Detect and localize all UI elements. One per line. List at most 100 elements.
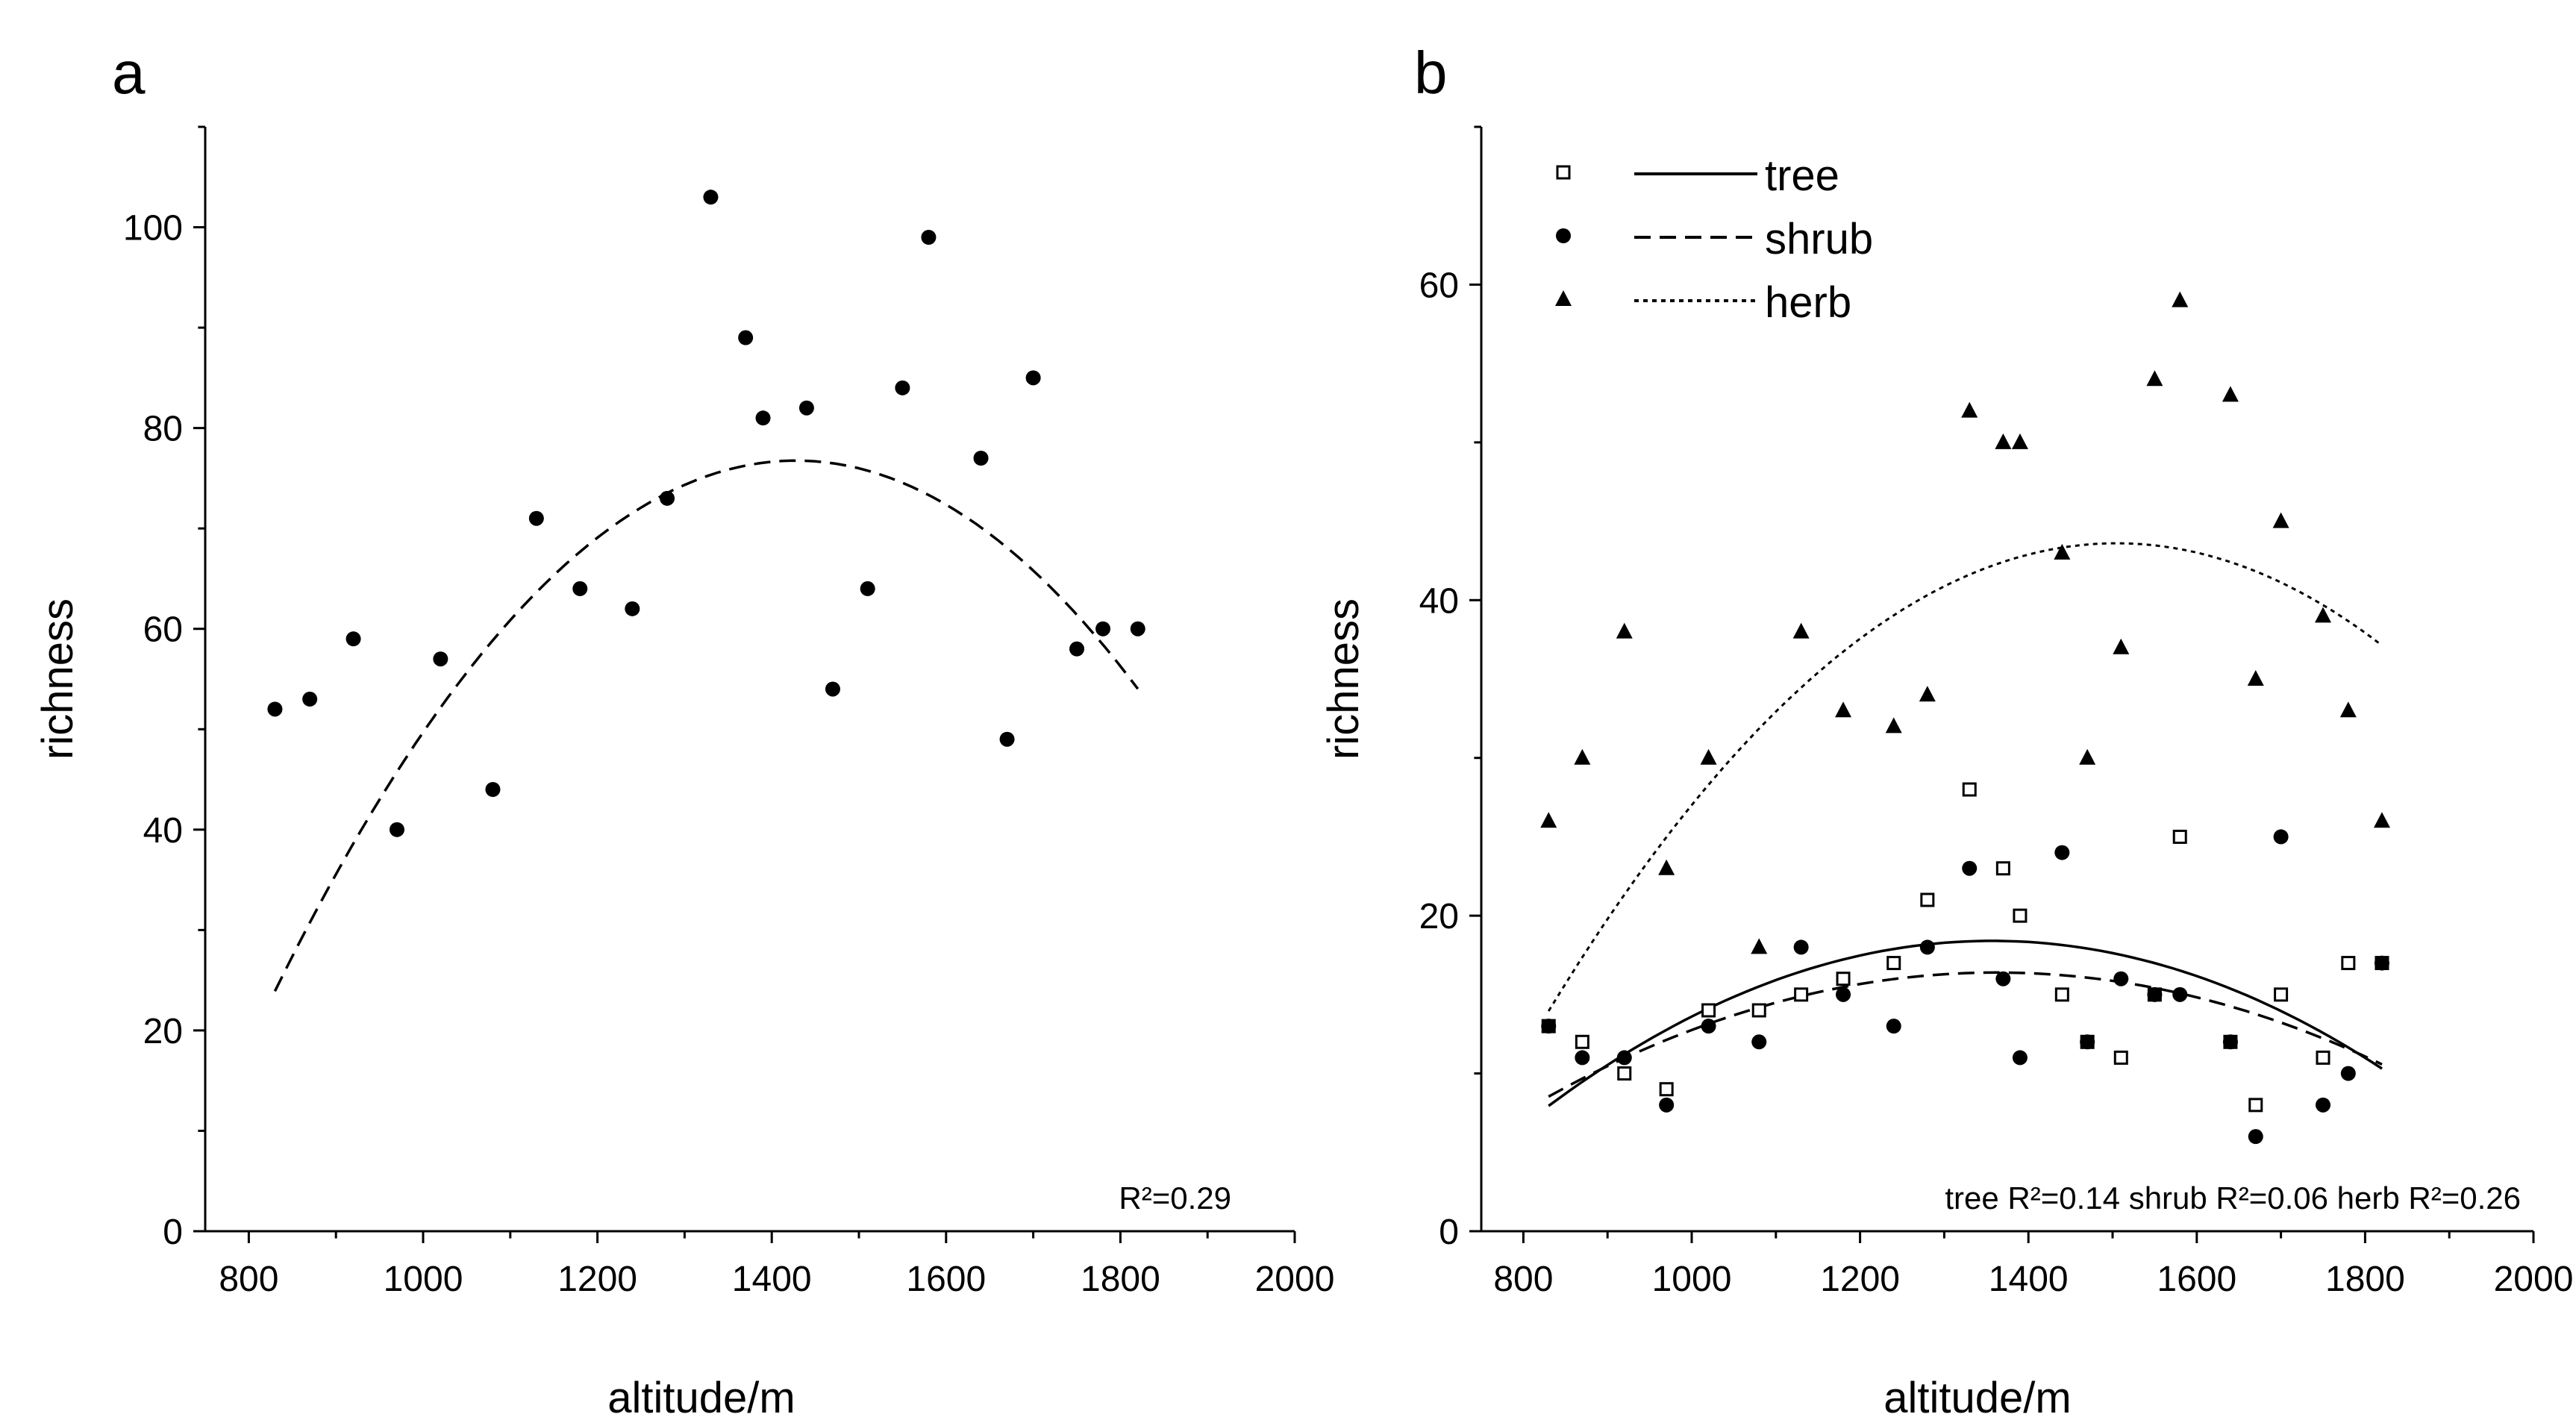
- panel-a-y-tick-label: 20: [143, 1012, 183, 1051]
- panel-b-point-shrub: [2147, 986, 2163, 1002]
- panel-a-point-richness: [825, 681, 840, 697]
- panel-a-point-richness: [528, 510, 544, 526]
- panel-b-point-tree: [2316, 1050, 2330, 1065]
- panel-b-x-tick-label: 1600: [2157, 1260, 2236, 1299]
- panel-b-point-herb: [1574, 748, 1591, 765]
- panel-a-x-tick-label: 2000: [1255, 1260, 1335, 1299]
- panel-a-point-richness: [755, 410, 771, 426]
- panel-b-point-shrub: [1919, 939, 1935, 955]
- panel-b-point-shrub: [2080, 1034, 2095, 1050]
- panel-a-point-richness: [1130, 621, 1145, 637]
- panel-b-point-herb: [2079, 748, 2096, 765]
- panel-a-point-richness: [572, 581, 588, 596]
- panel-b-point-tree: [1962, 782, 1977, 797]
- panel-a-point-richness: [738, 330, 754, 345]
- panel-a-x-axis-title: altitude/m: [607, 1374, 795, 1420]
- panel-b-point-tree: [2054, 987, 2069, 1002]
- panel-b-point-herb: [2011, 433, 2028, 449]
- panel-a-y-tick-label: 60: [143, 610, 183, 650]
- panel-b-point-shrub: [2222, 1034, 2238, 1050]
- panel-b-point-shrub: [2113, 971, 2129, 986]
- panel-a-point-richness: [973, 451, 989, 466]
- panel-a-point-richness: [1069, 641, 1084, 657]
- panel-a-r2-annotation: R²=0.29: [1119, 1180, 1231, 1216]
- panel-b-point-herb: [2247, 670, 2264, 686]
- panel-a-y-axis-title: richness: [34, 598, 82, 760]
- panel-a-point-richness: [625, 601, 640, 616]
- panel-b-point-shrub: [2012, 1050, 2028, 1066]
- panel-b-x-tick-label: 2000: [2494, 1260, 2574, 1299]
- panel-b-point-tree: [2013, 908, 2028, 923]
- panel-b-point-herb: [2172, 291, 2189, 307]
- panel-b-point-tree: [1575, 1034, 1589, 1049]
- panel-b-point-herb: [1540, 812, 1557, 828]
- panel-a-y-tick-label: 100: [123, 209, 183, 248]
- panel-b-x-axis-title: altitude/m: [1883, 1374, 2071, 1420]
- panel-b-fit-curve-herb: [1547, 542, 2383, 1012]
- panel-a-point-richness: [703, 190, 719, 205]
- panel-a-point-richness: [267, 701, 283, 717]
- legend-label-shrub: shrub: [1765, 215, 1873, 263]
- panel-b-point-shrub: [1962, 860, 1978, 876]
- panel-b-point-herb: [1835, 701, 1852, 718]
- panel-a-label: a: [112, 40, 146, 106]
- panel-b-point-tree: [2172, 829, 2187, 844]
- panel-b-point-tree: [1794, 987, 1809, 1002]
- panel-b-x-tick-label: 1200: [1820, 1260, 1900, 1299]
- panel-b-point-herb: [1700, 748, 1717, 765]
- panel-a-point-richness: [1095, 621, 1111, 637]
- panel-a-x-tick-label: 1800: [1081, 1260, 1160, 1299]
- panel-a-point-richness: [798, 400, 814, 416]
- panel-b-point-shrub: [1836, 986, 1851, 1002]
- panel-b-point-herb: [2272, 512, 2289, 528]
- panel-a-point-richness: [433, 651, 448, 667]
- panel-b-point-tree: [1995, 861, 2010, 876]
- legend-marker-shrub: [1556, 228, 1571, 243]
- panel-a-x-tick-label: 1000: [384, 1260, 463, 1299]
- panel-b-point-herb: [1919, 686, 1936, 702]
- panel-b-y-tick-label: 60: [1419, 266, 1459, 305]
- panel-b-point-shrub: [2172, 986, 2188, 1002]
- panel-a-point-richness: [660, 490, 675, 506]
- panel-a-point-richness: [895, 380, 910, 395]
- panel-a-fit-curve-fit: [273, 459, 1139, 992]
- legend-label-tree: tree: [1765, 151, 1839, 200]
- panel-b-point-shrub: [1886, 1019, 1901, 1034]
- panel-b-y-axis-title: richness: [1319, 598, 1368, 760]
- panel-b-point-tree: [2274, 987, 2289, 1002]
- panel-a-point-richness: [389, 822, 404, 837]
- panel-b-point-shrub: [1616, 1050, 1632, 1066]
- panel-a-y-tick-label: 80: [143, 410, 183, 449]
- panel-b-y-tick-label: 0: [1439, 1213, 1459, 1252]
- panel-a-point-richness: [485, 782, 501, 797]
- panel-b-point-tree: [1920, 892, 1935, 907]
- panel-b-point-tree: [1617, 1066, 1632, 1081]
- panel-b-point-shrub: [2340, 1066, 2356, 1081]
- panel-b-fit-curve-tree: [1548, 939, 2383, 1107]
- panel-b-point-herb: [2373, 812, 2390, 828]
- panel-b-r2-annotation: tree R²=0.14 shrub R²=0.06 herb R²=0.26: [1945, 1180, 2521, 1216]
- panel-b-point-herb: [2315, 607, 2331, 623]
- panel-a-point-richness: [302, 691, 318, 707]
- panel-b-point-shrub: [1541, 1019, 1557, 1034]
- panel-b-point-shrub: [1793, 939, 1809, 955]
- legend-label-herb: herb: [1765, 278, 1851, 327]
- panel-b-point-herb: [2146, 370, 2163, 387]
- panel-b-y-tick-label: 20: [1419, 897, 1459, 936]
- panel-b-y-tick-label: 40: [1419, 581, 1459, 621]
- panel-a-y-tick-label: 0: [163, 1213, 183, 1252]
- panel-b-point-herb: [2113, 638, 2130, 654]
- panel-b-point-tree: [1836, 972, 1851, 986]
- panel-b-point-shrub: [2248, 1129, 2263, 1145]
- panel-b-point-shrub: [2316, 1097, 2330, 1113]
- panel-a-point-richness: [346, 631, 361, 647]
- panel-a-x-tick-label: 1400: [732, 1260, 812, 1299]
- panel-b-x-tick-label: 1800: [2325, 1260, 2405, 1299]
- panel-b-x-tick-label: 1000: [1652, 1260, 1732, 1299]
- legend-marker-tree: [1556, 165, 1571, 180]
- panel-b-point-shrub: [2273, 829, 2289, 845]
- panel-a-y-tick-label: 40: [143, 811, 183, 851]
- panel-b-point-shrub: [2374, 955, 2389, 971]
- panel-b-legend: tree shrub herb: [1555, 151, 1873, 327]
